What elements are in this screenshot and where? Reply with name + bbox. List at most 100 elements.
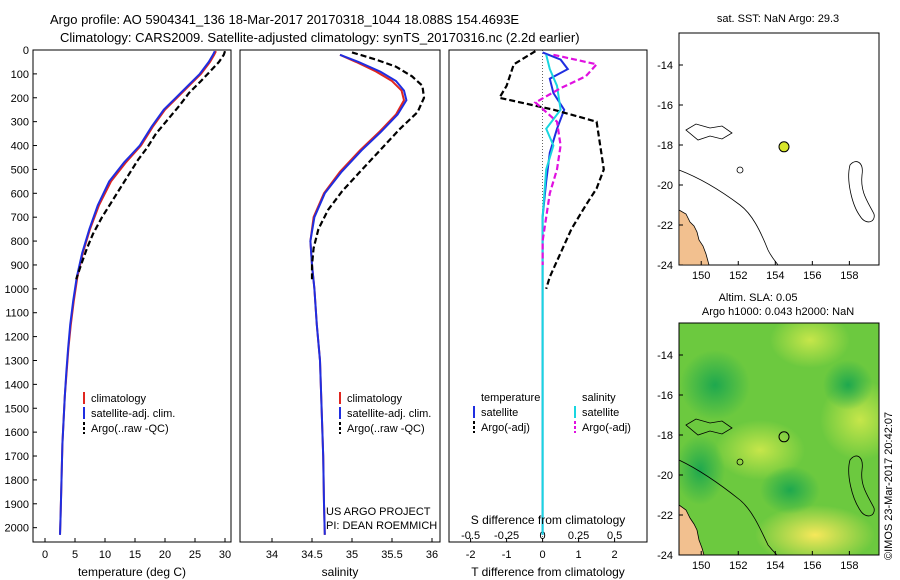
t-difference-xlabel: T difference from climatology — [471, 565, 625, 579]
x-tick-label: 36 — [426, 549, 438, 561]
difference-series — [497, 50, 605, 542]
depth-tick-label: 1500 — [5, 403, 29, 415]
sla-argo-marker — [778, 431, 790, 443]
lat-tick-label: -22 — [657, 220, 673, 232]
series-satellite-adj-clim- — [309, 53, 408, 535]
legend-climatology: climatology — [91, 393, 147, 405]
sst-map-title: sat. SST: NaN Argo: 29.3 — [717, 13, 839, 25]
series-salinity-argo-adj- — [533, 53, 599, 265]
lon-tick-label: 152 — [729, 560, 747, 572]
sst-isobath — [678, 169, 779, 266]
depth-tick-label: 1700 — [5, 451, 29, 463]
sla-low-patch — [760, 466, 820, 514]
sst-reef-outline — [848, 161, 875, 223]
sla-low-patch — [680, 350, 750, 420]
salinity-plot-frame — [239, 49, 441, 543]
salinity-legend: climatology satellite-adj. clim. Argo(..… — [339, 392, 431, 435]
lat-tick-label: -24 — [657, 260, 673, 272]
lat-tick-label: -16 — [657, 100, 673, 112]
depth-tick-label: 1900 — [5, 499, 29, 511]
sla-low-patch — [679, 435, 725, 505]
lat-tick-label: -22 — [657, 510, 673, 522]
x-tick-label: 2 — [612, 549, 618, 561]
depth-tick-labels: 0 100 200 300 400 500 600 700 800 900 1000 1100 1200… — [5, 45, 37, 535]
x-tick-label: 1 — [576, 549, 582, 561]
legend-t-satellite: satellite — [481, 407, 518, 419]
s-difference-xlabel: S difference from climatology — [471, 513, 626, 527]
sla-map: Altim. SLA: 0.05 Argo h1000: 0.043 h2000… — [657, 292, 880, 572]
legend-satellite: satellite-adj. clim. — [347, 408, 431, 420]
depth-tick-label: 1800 — [5, 475, 29, 487]
legend-s-argo: Argo(-adj) — [582, 422, 631, 434]
lon-tick-label: 156 — [803, 560, 821, 572]
lon-tick-label: 158 — [840, 270, 858, 282]
lon-tick-label: 150 — [692, 560, 710, 572]
depth-tick-label: 2000 — [5, 523, 29, 535]
salinity-series — [309, 51, 426, 535]
depth-tick-label: 1400 — [5, 379, 29, 391]
lon-tick-label: 154 — [766, 560, 784, 572]
sla-map-frame — [678, 322, 880, 556]
depth-tick-label: 1200 — [5, 332, 29, 344]
imos-credit: ©IMOS 23-Mar-2017 20:42:07 — [883, 412, 895, 560]
sla-lon-tick-labels: 150 152 154 156 158 — [692, 551, 859, 572]
sst-lat-tick-labels: -14 -16 -18 -20 -22 -24 — [657, 60, 683, 272]
x-tick-label: 35.5 — [381, 549, 402, 561]
x-tick-label: 35 — [346, 549, 358, 561]
s-diff-tick-label: -0.25 — [494, 530, 519, 542]
sst-reef-outline-2 — [685, 123, 733, 141]
depth-tick-label: 1100 — [5, 308, 29, 320]
sla-yellow-patch — [755, 505, 875, 555]
x-tick-label: 25 — [189, 549, 201, 561]
sst-argo-marker — [778, 141, 790, 153]
series-temperature-argo-adj- — [497, 50, 605, 290]
x-tick-label: -1 — [502, 549, 512, 561]
lat-tick-label: -20 — [657, 470, 673, 482]
sst-lon-tick-labels: 150 152 154 156 158 — [692, 261, 859, 282]
temperature-plot-frame — [32, 49, 232, 543]
s-diff-tick-label: -0.5 — [461, 530, 480, 542]
series-salinity-satellite — [541, 54, 562, 535]
lon-tick-label: 150 — [692, 270, 710, 282]
salinity-panel: 34 34.5 35 35.5 36 salinity climatology sate… — [239, 49, 441, 579]
series-satellite-adj-clim- — [59, 50, 216, 535]
x-tick-label: 5 — [72, 549, 78, 561]
header-line1: Argo profile: AO 5904341_136 18-Mar-2017… — [50, 12, 519, 27]
sla-reef-outline-2 — [685, 418, 733, 436]
depth-tick-label: 200 — [11, 93, 29, 105]
depth-tick-label: 100 — [11, 69, 29, 81]
x-tick-label: 15 — [129, 549, 141, 561]
sla-land-patch — [679, 504, 705, 555]
sla-high-patch — [715, 420, 805, 480]
legend-argo: Argo(..raw -QC) — [91, 423, 169, 435]
sla-high-patch — [770, 323, 850, 368]
s-diff-tick-label: 0.5 — [607, 530, 622, 542]
depth-tick-label: 600 — [11, 188, 29, 200]
salinity-tick-labels: 34 34.5 35 35.5 36 — [266, 538, 438, 561]
sla-lat-tick-labels: -14 -16 -18 -20 -22 -24 — [657, 350, 683, 562]
sst-land-patch — [678, 209, 710, 266]
depth-tick-label: 1300 — [5, 355, 29, 367]
lat-tick-label: -18 — [657, 430, 673, 442]
legend-argo: Argo(..raw -QC) — [347, 423, 425, 435]
legend-climatology: climatology — [347, 393, 403, 405]
depth-tick-label: 700 — [11, 212, 29, 224]
x-tick-label: 20 — [159, 549, 171, 561]
pi-credit: PI: DEAN ROEMMICH — [326, 520, 437, 532]
lat-tick-label: -24 — [657, 550, 673, 562]
lon-tick-label: 152 — [729, 270, 747, 282]
project-credit: US ARGO PROJECT — [326, 506, 431, 518]
lat-tick-label: -14 — [657, 60, 673, 72]
salinity-xlabel: salinity — [322, 565, 359, 579]
temperature-tick-labels: 0 5 10 15 20 25 30 — [42, 538, 231, 561]
depth-tick-label: 1600 — [5, 427, 29, 439]
legend-salinity-heading: salinity — [582, 392, 616, 404]
legend-satellite: satellite-adj. clim. — [91, 408, 175, 420]
sla-island-marker — [736, 458, 744, 466]
lat-tick-label: -20 — [657, 180, 673, 192]
sst-map: sat. SST: NaN Argo: 29.3 -14 -16 -18 -20 -22… — [657, 13, 880, 282]
series-argo-raw-qc- — [75, 50, 227, 280]
legend-temperature-heading: temperature — [481, 392, 540, 404]
depth-tick-label: 900 — [11, 260, 29, 272]
legend-t-argo: Argo(-adj) — [481, 422, 530, 434]
